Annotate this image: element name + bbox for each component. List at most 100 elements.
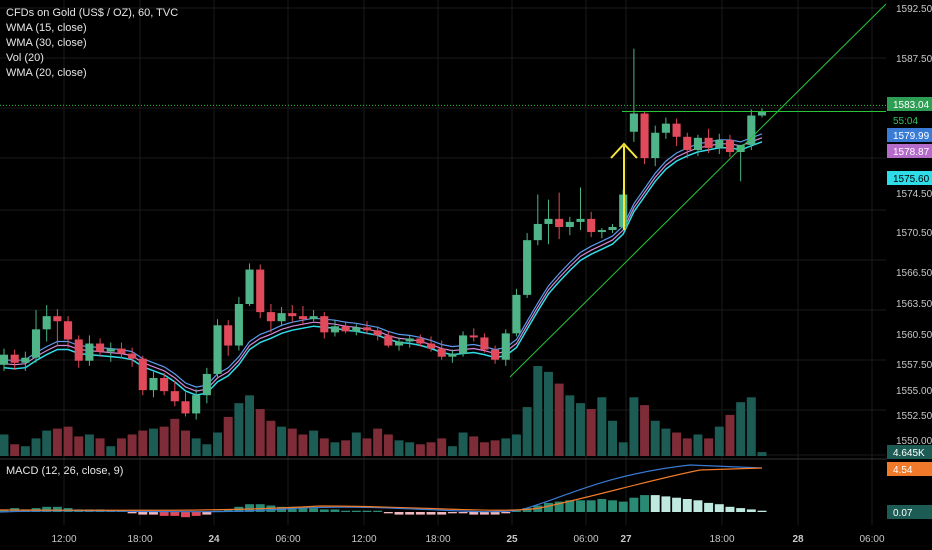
price-tick-label: 1550.00 [896,436,932,447]
candle-body [245,269,254,304]
price-tag [887,97,932,111]
volume-bars [0,366,767,456]
candle-body [85,343,94,361]
candle-body [234,304,243,346]
legend-wma15[interactable]: WMA (15, close) [6,22,87,34]
candle-body [298,316,307,320]
price-tick-label: 1557.50 [896,360,932,371]
volume-bar [148,428,158,456]
volume-bar [469,436,479,456]
volume-bar [479,442,489,456]
volume-bar [394,440,404,456]
volume-bar [640,405,650,456]
macd-histogram-bar [447,512,457,514]
volume-bar [362,438,372,456]
volume-bar [415,444,425,456]
volume-bar [351,432,361,456]
macd-histogram-bar [757,510,767,512]
volume-bar [116,438,126,456]
legend-vol[interactable]: Vol (20) [6,52,44,64]
macd-tag-label: 0.07 [893,508,913,519]
volume-bar [234,403,244,456]
volume-bar [74,436,84,456]
macd-histogram-bar [597,499,607,512]
macd-histogram-bar [511,510,521,512]
symbol-title[interactable]: CFDs on Gold (US$ / OZ), 60, TVC [6,7,179,19]
time-tick-label: 06:00 [573,534,598,545]
macd-histogram-bar [191,512,201,516]
macd-histogram-bar [543,502,553,512]
candle-body [320,316,329,333]
candle-body [544,218,553,224]
price-axis[interactable]: 1592.50 1587.50 1583.04 1579.99 1578.87 1575.… [887,0,932,525]
macd-histogram-bar [170,512,180,516]
price-tag-label: 1579.99 [893,131,930,142]
time-axis[interactable]: 12:00 18:00 24 06:00 12:00 18:00 25 06:00 27 18:0… [0,526,932,550]
candle-body [576,218,585,222]
time-tick-label: 27 [620,534,632,545]
volume-bar [437,438,447,456]
candle-body [362,327,372,331]
macd-histogram-bar [725,506,735,512]
candle-body [747,115,756,145]
candle-body [555,218,564,227]
legend-wma30[interactable]: WMA (30, close) [6,37,87,49]
macd-histogram-bar [479,512,489,515]
macd-histogram-bar [618,501,628,512]
price-tick-label: 1560.50 [896,330,932,341]
volume-bar [330,442,340,456]
candle-body [416,338,425,344]
wma15-line [3,133,763,388]
time-tick-label: 25 [506,534,518,545]
time-tick-label: 18:00 [709,534,734,545]
volume-bar [213,432,223,456]
candle-body [597,230,606,233]
candle-body [608,226,617,231]
candle-body [426,343,436,349]
candle-body [128,353,137,359]
macd-histogram-bar [383,512,393,514]
candle-body [96,343,105,352]
macd-pane [0,464,767,518]
price-tag-label: 1583.04 [893,100,930,111]
volume-bar [159,426,169,456]
macd-histogram-bar [287,506,297,512]
candle-body [693,137,703,150]
candle-body [192,395,201,414]
macd-histogram-bar [501,512,511,514]
macd-tag-label: 4.54 [893,465,913,476]
candle-body [587,218,596,233]
price-tick-label: 1574.50 [896,189,932,200]
volume-bar [682,438,692,456]
macd-histogram-bar [127,512,137,514]
candle-body [138,358,147,391]
candle-body [213,325,222,374]
macd-histogram-bar [138,512,148,515]
annotations [0,3,887,378]
candle-body [565,221,574,227]
macd-histogram-bar [714,504,724,512]
candle-body [266,312,275,322]
macd-histogram-bar [586,500,596,512]
time-tick-label: 12:00 [51,534,76,545]
candle-body [117,348,126,354]
macd-histogram-bar [394,512,404,515]
candle-body [330,326,340,333]
macd-histogram-bar [298,508,308,512]
macd-legend[interactable]: MACD (12, 26, close, 9) [6,465,124,477]
volume-bar [127,434,137,456]
volume-bar [511,434,521,456]
macd-tag [887,462,932,476]
candle-body [384,335,393,346]
candle-body [683,136,692,150]
volume-bar [0,434,9,456]
candle-body [160,377,169,392]
volume-bar [618,442,628,456]
macd-histogram-bar [661,496,671,512]
chart-legend: CFDs on Gold (US$ / OZ), 60, TVC WMA (15… [6,6,178,81]
volume-bar [661,428,671,456]
price-tick-label: 1555.00 [896,386,932,397]
volume-bar [736,402,746,456]
legend-wma20[interactable]: WMA (20, close) [6,67,87,79]
candle-body [352,327,361,332]
